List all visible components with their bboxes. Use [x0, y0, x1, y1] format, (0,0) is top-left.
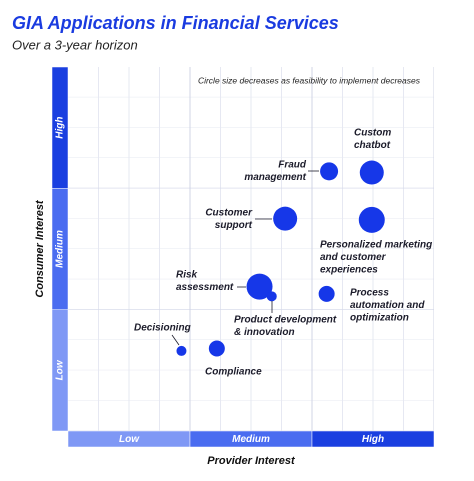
- chart-subtitle: Over a 3-year horizon: [12, 37, 138, 52]
- bubble: [208, 340, 225, 357]
- bubble: [176, 345, 187, 356]
- connector: [171, 334, 180, 346]
- point-label: Process: [350, 288, 389, 299]
- point-label: Risk: [176, 270, 198, 281]
- point-label: Custom: [354, 128, 391, 139]
- chart-title: GIA Applications in Financial Services: [12, 13, 339, 33]
- y-band-label: Low: [55, 359, 66, 380]
- point-label: Compliance: [205, 367, 262, 378]
- x-axis-label: Provider Interest: [207, 455, 296, 467]
- point-label: Fraud: [278, 160, 307, 171]
- point-label: Customer: [205, 208, 253, 219]
- point-label: & innovation: [234, 327, 295, 338]
- point-label: Product development: [234, 315, 337, 326]
- bubble: [273, 206, 298, 231]
- point-label: management: [244, 172, 306, 183]
- point-label: automation and: [350, 300, 425, 311]
- point-label: chatbot: [354, 140, 391, 151]
- bubble: [358, 206, 385, 233]
- bubble: [246, 273, 273, 300]
- x-band-label: High: [362, 434, 384, 445]
- point-label: assessment: [176, 282, 234, 293]
- point-label: support: [215, 220, 253, 231]
- point-label: and customer: [320, 252, 387, 263]
- bubble: [320, 162, 339, 181]
- x-band-label: Medium: [232, 434, 270, 445]
- bubble: [266, 291, 277, 302]
- y-band: [51, 66, 69, 189]
- bubble: [318, 285, 335, 302]
- point-label: experiences: [320, 265, 378, 276]
- y-band-label: Medium: [55, 230, 66, 268]
- point-label: Personalized marketing: [320, 240, 432, 251]
- x-band: [311, 430, 435, 448]
- point-label: optimization: [350, 313, 409, 324]
- bubble: [359, 160, 384, 185]
- point-label: Decisioning: [134, 323, 191, 334]
- y-axis-label: Consumer Interest: [34, 199, 46, 298]
- x-band-label: Low: [119, 434, 140, 445]
- y-band-label: High: [55, 117, 66, 139]
- grid: [68, 67, 434, 431]
- annotation: Circle size decreases as feasibility to …: [198, 75, 421, 85]
